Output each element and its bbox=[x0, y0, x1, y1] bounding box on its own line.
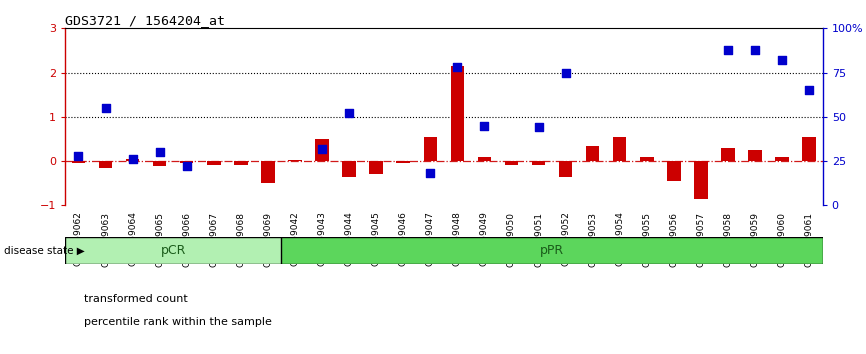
Point bbox=[559, 70, 572, 75]
Text: pPR: pPR bbox=[540, 244, 564, 257]
Point bbox=[72, 153, 86, 159]
Bar bbox=[126, 159, 139, 161]
Bar bbox=[397, 161, 410, 163]
Bar bbox=[180, 161, 193, 163]
Text: disease state ▶: disease state ▶ bbox=[4, 245, 85, 256]
Bar bbox=[342, 161, 356, 177]
Point bbox=[802, 87, 816, 93]
Point bbox=[423, 171, 437, 176]
Bar bbox=[65, 237, 281, 264]
Bar bbox=[234, 161, 248, 165]
Bar bbox=[99, 161, 113, 168]
Point bbox=[721, 47, 735, 52]
Bar bbox=[559, 161, 572, 177]
Bar bbox=[748, 150, 762, 161]
Bar bbox=[695, 161, 708, 199]
Point bbox=[775, 57, 789, 63]
Bar bbox=[478, 156, 491, 161]
Point bbox=[748, 47, 762, 52]
Point bbox=[532, 125, 546, 130]
Point bbox=[152, 149, 166, 155]
Text: transformed count: transformed count bbox=[84, 294, 188, 304]
Bar bbox=[281, 237, 823, 264]
Bar bbox=[207, 161, 221, 166]
Text: pCR: pCR bbox=[160, 244, 186, 257]
Point bbox=[477, 123, 491, 129]
Bar bbox=[721, 148, 734, 161]
Bar bbox=[505, 161, 518, 165]
Bar bbox=[288, 160, 301, 161]
Bar bbox=[153, 161, 166, 166]
Bar bbox=[370, 161, 383, 175]
Text: percentile rank within the sample: percentile rank within the sample bbox=[84, 317, 272, 327]
Point bbox=[126, 156, 139, 162]
Point bbox=[450, 64, 464, 70]
Bar bbox=[262, 161, 275, 183]
Bar bbox=[775, 156, 789, 161]
Point bbox=[180, 164, 194, 169]
Bar bbox=[423, 137, 437, 161]
Text: GDS3721 / 1564204_at: GDS3721 / 1564204_at bbox=[65, 14, 225, 27]
Point bbox=[315, 146, 329, 152]
Bar bbox=[613, 137, 626, 161]
Bar bbox=[450, 66, 464, 161]
Bar bbox=[586, 145, 599, 161]
Bar bbox=[667, 161, 681, 181]
Bar bbox=[803, 137, 816, 161]
Point bbox=[342, 110, 356, 116]
Bar bbox=[72, 161, 85, 163]
Point bbox=[99, 105, 113, 111]
Bar bbox=[315, 139, 329, 161]
Bar bbox=[532, 161, 546, 166]
Bar bbox=[640, 156, 654, 161]
